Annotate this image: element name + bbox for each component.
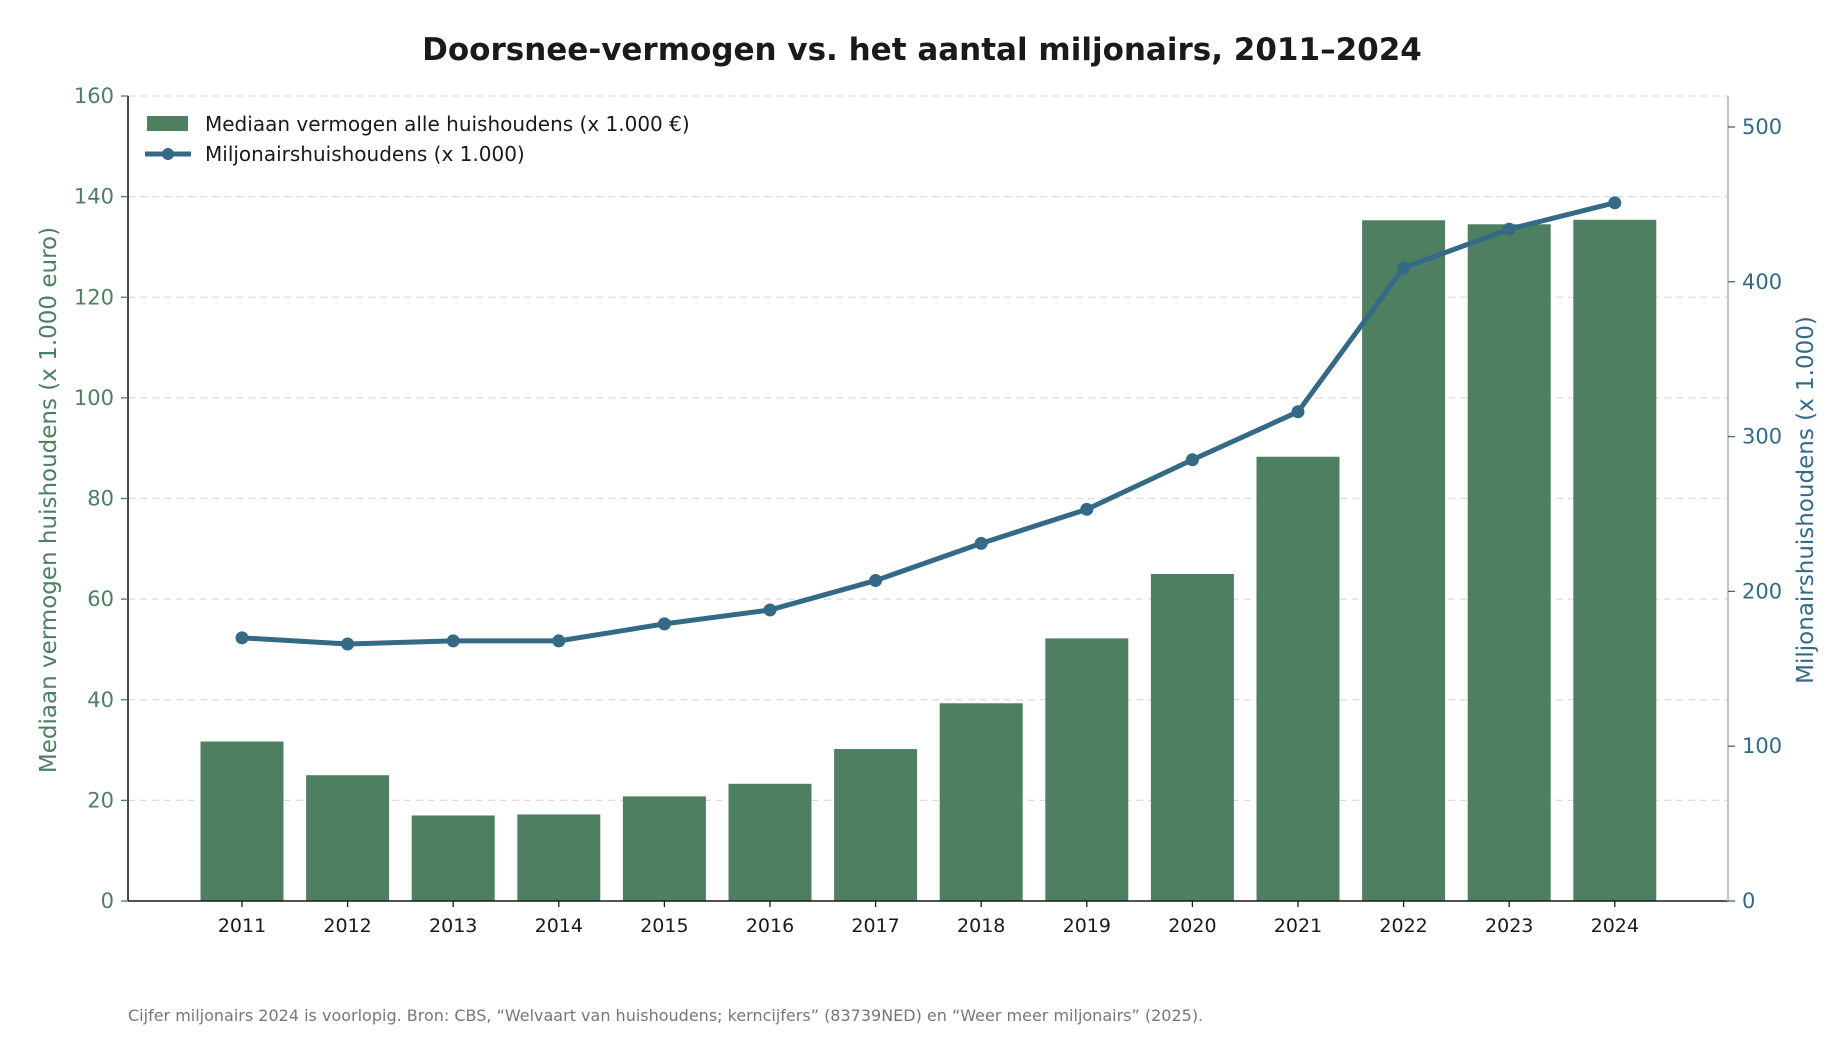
line-point-2016 (763, 603, 777, 617)
line-point-2019 (1080, 502, 1094, 516)
x-tick-label: 2012 (323, 915, 371, 937)
x-tick-label: 2016 (746, 915, 794, 937)
x-tick-label: 2023 (1485, 915, 1533, 937)
x-tick-label: 2017 (851, 915, 899, 937)
x-tick-label: 2014 (535, 915, 583, 937)
bar-2024 (1573, 219, 1657, 902)
bar-2020 (1150, 573, 1234, 901)
left-tick-label: 60 (87, 587, 114, 611)
left-tick-label: 80 (87, 487, 114, 511)
x-ticks: 2011 2012 2013 2014 2015 2016 2017 2018 2019 2020… (218, 901, 1639, 937)
right-y-ticks: 0 100 200 300 400 500 (1728, 115, 1782, 913)
x-tick-label: 2019 (1063, 915, 1111, 937)
chart-title: Doorsnee-vermogen vs. het aantal miljona… (422, 32, 1422, 68)
left-tick-label: 140 (74, 185, 114, 209)
x-tick-label: 2022 (1379, 915, 1427, 937)
legend-line-label: Miljonairshuishoudens (x 1.000) (205, 142, 525, 166)
legend-line-marker (162, 148, 174, 160)
bar-2017 (834, 749, 918, 901)
legend-bar-label: Mediaan vermogen alle huishoudens (x 1.0… (205, 112, 690, 136)
right-tick-label: 300 (1742, 425, 1782, 449)
bar-2012 (306, 775, 390, 901)
left-tick-label: 120 (74, 285, 114, 309)
line-point-2011 (235, 631, 249, 645)
footnote: Cijfer miljonairs 2024 is voorlopig. Bro… (128, 1006, 1203, 1025)
line-point-2021 (1291, 405, 1305, 419)
left-tick-label: 100 (74, 386, 114, 410)
line-point-2014 (552, 634, 566, 648)
line-point-2022 (1397, 261, 1411, 275)
line-point-2013 (446, 634, 460, 648)
line-point-2012 (341, 637, 355, 651)
x-tick-label: 2024 (1591, 915, 1639, 937)
bar-2022 (1362, 220, 1446, 902)
bar-2011 (200, 741, 284, 901)
right-tick-label: 100 (1742, 734, 1782, 758)
left-axis-label: Mediaan vermogen huishoudens (x 1.000 eu… (36, 227, 62, 773)
bar-2018 (939, 703, 1023, 901)
left-tick-label: 0 (101, 889, 114, 913)
right-tick-label: 0 (1742, 889, 1755, 913)
line-path (239, 200, 1618, 647)
legend: Mediaan vermogen alle huishoudens (x 1.0… (145, 112, 690, 166)
left-tick-label: 160 (74, 84, 114, 108)
line-series (235, 196, 1622, 651)
x-tick-label: 2018 (957, 915, 1005, 937)
left-tick-label: 40 (87, 688, 114, 712)
line-point-2015 (657, 617, 671, 631)
x-tick-label: 2015 (640, 915, 688, 937)
line-point-2017 (869, 574, 883, 588)
line-point-2023 (1502, 222, 1516, 236)
line-point-2018 (974, 536, 988, 550)
right-tick-label: 200 (1742, 579, 1782, 603)
right-tick-label: 500 (1742, 115, 1782, 139)
legend-bar-swatch (147, 116, 188, 131)
x-tick-label: 2020 (1168, 915, 1216, 937)
bar-2023 (1467, 224, 1551, 901)
right-tick-label: 400 (1742, 270, 1782, 294)
left-tick-label: 20 (87, 788, 114, 812)
x-tick-label: 2011 (218, 915, 266, 937)
right-axis-label: Miljonairshuishoudens (x 1.000) (1793, 316, 1819, 684)
bars (200, 219, 1657, 902)
grid (128, 95, 1728, 802)
bar-2021 (1256, 456, 1340, 901)
line-point-2024 (1608, 196, 1622, 210)
x-tick-label: 2013 (429, 915, 477, 937)
left-y-ticks: 0 20 40 60 80 100 120 140 160 (74, 84, 128, 913)
bar-2015 (622, 796, 706, 901)
bar-2016 (728, 783, 812, 901)
line-point-2020 (1185, 453, 1199, 467)
bar-2014 (517, 814, 601, 901)
bar-2019 (1045, 638, 1129, 901)
x-tick-label: 2021 (1274, 915, 1322, 937)
bar-2013 (411, 815, 495, 901)
